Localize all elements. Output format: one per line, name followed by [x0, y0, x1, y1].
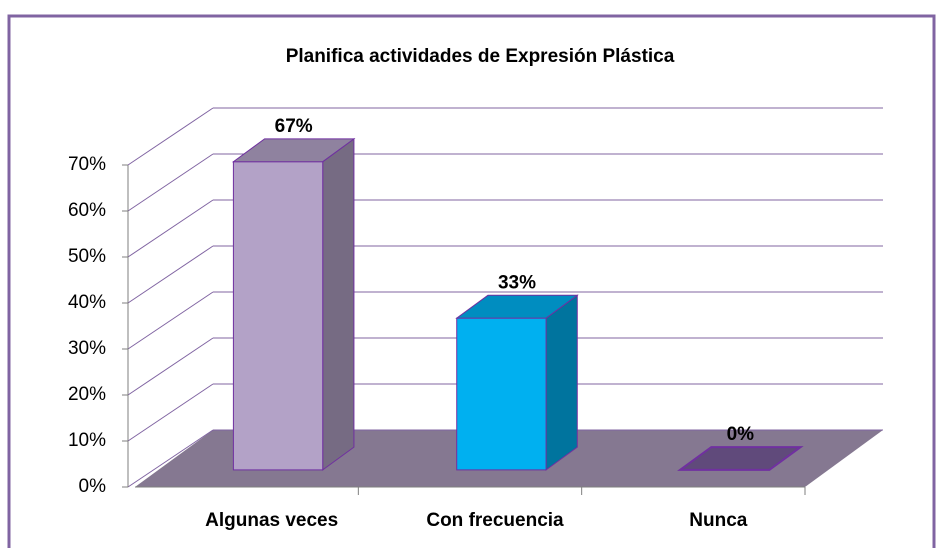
grid-line	[127, 383, 214, 442]
y-tick-label: 20%	[68, 384, 106, 405]
grid-line	[127, 337, 214, 396]
y-tick-label: 70%	[68, 154, 106, 175]
grid-line	[127, 291, 214, 350]
bar	[232, 161, 324, 471]
y-tick-label: 50%	[68, 246, 106, 267]
bar-side	[545, 294, 578, 471]
bar-top	[677, 446, 804, 471]
grid-line	[127, 153, 214, 212]
y-tick-label: 10%	[68, 430, 106, 451]
bar	[456, 317, 547, 471]
grid-line	[127, 199, 214, 258]
frame	[7, 14, 936, 548]
y-tick-label: 40%	[68, 292, 106, 313]
x-tick-label: Nunca	[689, 510, 748, 531]
bar-side	[322, 137, 355, 471]
grid-line	[127, 107, 214, 166]
x-tick-label: Con frecuencia	[426, 510, 564, 531]
y-tick-label: 30%	[68, 338, 106, 359]
x-tick-label: Algunas veces	[205, 510, 338, 531]
grid-line	[127, 245, 214, 304]
data-label: 33%	[498, 272, 536, 293]
bar-top	[231, 138, 356, 163]
y-tick-label: 0%	[79, 476, 107, 497]
grid-line	[127, 429, 214, 488]
data-label: 67%	[275, 116, 313, 137]
bar-top	[455, 294, 579, 319]
data-label: 0%	[727, 424, 755, 445]
chart-title: Planifica actividades de Expresión Plást…	[286, 46, 675, 67]
y-tick-label: 60%	[68, 200, 106, 221]
